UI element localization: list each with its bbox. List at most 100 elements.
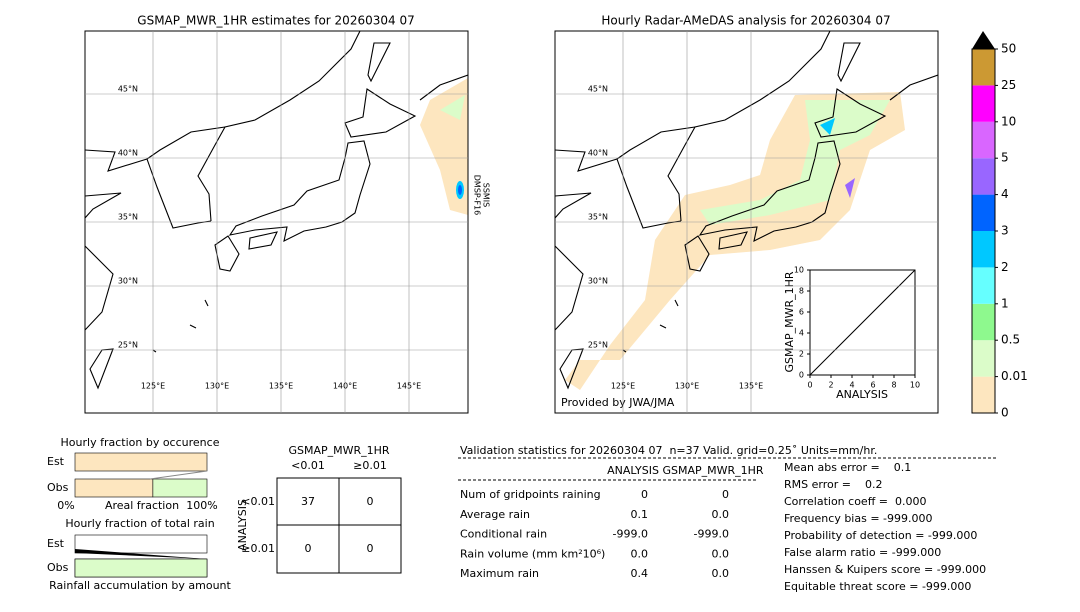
rain-area [440, 95, 465, 120]
colorbar-label: 25 [1001, 78, 1016, 92]
inset-ylabel: GSMAP_MWR_1HR [783, 271, 796, 372]
score: Hanssen & Kuipers score = -999.000 [784, 563, 986, 576]
colorbar-label: 4 [1001, 187, 1009, 201]
row-label: Rain volume (mm km²10⁶) [460, 547, 605, 560]
row-label: Num of gridpoints raining [460, 488, 601, 501]
cell: 0 [367, 542, 374, 555]
colorbar-label: 10 [1001, 114, 1016, 128]
colorbar-label: 2 [1001, 260, 1009, 274]
axis-label: Rainfall accumulation by amount [49, 579, 231, 592]
fraction-bar [74, 478, 154, 498]
x-tick-label: 6 [870, 381, 875, 390]
credit: Provided by JWA/JMA [561, 396, 675, 409]
cell: 0.1 [631, 508, 649, 521]
row-label: ≥0.01 [241, 542, 275, 555]
colorbar-label: 0.5 [1001, 333, 1020, 347]
cell: 0 [305, 542, 312, 555]
lon-label: 130°E [675, 382, 699, 391]
right-map [555, 31, 938, 390]
right-map-title: Hourly Radar-AMeDAS analysis for 2026030… [601, 14, 890, 28]
x-tick-label: 0 [807, 381, 812, 390]
cell: 0.4 [631, 567, 649, 580]
panel-title: Hourly fraction by occurence [61, 436, 220, 449]
lat-label: 30°N [118, 277, 138, 286]
row-label: Obs [47, 481, 69, 494]
panel-title: Hourly fraction of total rain [65, 517, 214, 530]
lat-label: 40°N [588, 149, 608, 158]
score: Mean abs error = 0.1 [784, 461, 911, 474]
colorbar-swatch [972, 85, 995, 122]
fraction-bar [74, 558, 208, 578]
colorbar-swatch [972, 376, 995, 413]
colorbar-swatch [972, 303, 995, 341]
rain-area [845, 178, 855, 198]
axis-label: ANALYSIS [236, 499, 249, 551]
lat-label: 40°N [118, 149, 138, 158]
row-label: Maximum rain [460, 567, 539, 580]
colorbar-label: 0.01 [1001, 369, 1028, 383]
fraction-bar [152, 478, 208, 498]
y-tick-label: 10 [794, 266, 804, 275]
axis-label: 0% [57, 499, 74, 512]
rain-area [820, 118, 835, 135]
row-label: Est [47, 455, 65, 468]
bar-frame [74, 534, 208, 554]
coastline [85, 31, 468, 389]
row-label: Average rain [460, 508, 530, 521]
cell: 0.0 [712, 547, 730, 560]
diagonal [149, 470, 208, 480]
cell: 0.0 [712, 508, 730, 521]
score: Correlation coeff = 0.000 [784, 495, 926, 508]
lat-label: 35°N [118, 213, 138, 222]
score: Probability of detection = -999.000 [784, 529, 977, 542]
lon-label: 145°E [397, 382, 421, 391]
score: False alarm ratio = -999.000 [784, 546, 941, 559]
y-tick-label: 8 [799, 287, 804, 296]
lon-label: 140°E [333, 382, 357, 391]
lon-label: 130°E [205, 382, 229, 391]
left-map [85, 31, 468, 389]
colorbar-swatch [972, 121, 995, 159]
score: RMS error = 0.2 [784, 478, 882, 491]
x-tick-label: 4 [849, 381, 854, 390]
swath-label: SSMIS [482, 183, 491, 208]
lat-label: 45°N [588, 85, 608, 94]
cell: -999.0 [613, 528, 648, 541]
colorbar-swatch [972, 340, 995, 377]
cell: 0 [722, 488, 729, 501]
left-map-title: GSMAP_MWR_1HR estimates for 20260304 07 [137, 14, 414, 28]
x-tick-label: 10 [910, 381, 920, 390]
colorbar-label: 1 [1001, 296, 1009, 310]
x-tick-label: 2 [828, 381, 833, 390]
table-title: GSMAP_MWR_1HR [288, 444, 389, 457]
colorbar-label: 0 [1001, 406, 1009, 420]
rain-area [458, 185, 462, 195]
colorbar-label: 3 [1001, 224, 1009, 238]
y-tick-label: 2 [799, 350, 804, 359]
validation-header: Validation statistics for 20260304 07 n=… [460, 444, 877, 457]
lon-label: 135°E [739, 382, 763, 391]
colorbar-swatch [972, 267, 995, 304]
cell: 0.0 [712, 567, 730, 580]
row-label: <0.01 [241, 495, 275, 508]
x-tick-label: 8 [891, 381, 896, 390]
colorbar-label: 5 [1001, 151, 1009, 165]
fraction-bar [74, 452, 208, 472]
colorbar-swatch [972, 49, 995, 86]
cell: 0 [367, 495, 374, 508]
lat-label: 45°N [118, 85, 138, 94]
lat-label: 35°N [588, 213, 608, 222]
lat-label: 25°N [118, 341, 138, 350]
column-label: <0.01 [291, 459, 325, 472]
swath-label: DMSP-F16 [473, 175, 482, 215]
colorbar-swatch [972, 194, 995, 231]
score: Equitable threat score = -999.000 [784, 580, 971, 593]
column-label: ≥0.01 [353, 459, 387, 472]
axis-label: Areal fraction [105, 499, 179, 512]
colorbar-arrow [972, 31, 995, 49]
diagonal [809, 269, 916, 376]
cell: 37 [301, 495, 315, 508]
row-label: Obs [47, 561, 69, 574]
cell: 0.0 [631, 547, 649, 560]
y-tick-label: 0 [799, 371, 804, 380]
